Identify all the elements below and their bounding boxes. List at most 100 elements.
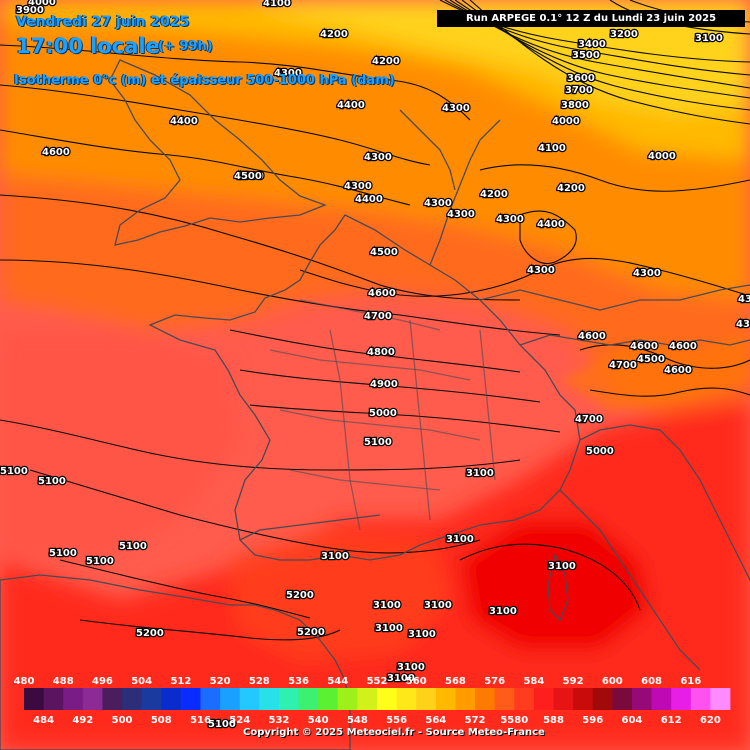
contour-label: 4500 (637, 354, 665, 365)
legend-label: 500 (112, 715, 133, 726)
contour-label: 3100 (424, 600, 452, 611)
contour-label: 3200 (610, 29, 638, 40)
legend-swatch (475, 688, 496, 710)
legend-label: 616 (680, 676, 701, 687)
contour-label: 3100 (446, 534, 474, 545)
contour-label: 4300 (364, 152, 392, 163)
contour-label: 4600 (669, 341, 697, 352)
contour-label: 4300 (738, 294, 750, 305)
contour-label: 5100 (38, 476, 66, 487)
contour-label: 4200 (320, 29, 348, 40)
contour-label: 4800 (367, 347, 395, 358)
contour-label: 4600 (42, 147, 70, 158)
contour-label: 5100 (49, 548, 77, 559)
legend-label: 552 (367, 676, 388, 687)
legend-swatch (377, 688, 398, 710)
contour-label: 4300 (447, 209, 475, 220)
legend-swatch (318, 688, 339, 710)
contour-label: 5100 (86, 556, 114, 567)
legend-label: 588 (543, 715, 564, 726)
legend-swatch (396, 688, 417, 710)
contour-label: 4200 (480, 189, 508, 200)
contour-label: 4600 (630, 341, 658, 352)
forecast-lead-time: (+ 99h) (158, 39, 213, 54)
country-borders (0, 59, 750, 750)
legend-label: 516 (190, 715, 211, 726)
copyright-notice: Copyright © 2025 Meteociel.fr - Source M… (243, 727, 545, 738)
contour-label: 4300 (633, 268, 661, 279)
contour-label: 3100 (489, 606, 517, 617)
contour-label: 4600 (368, 288, 396, 299)
legend-label: 496 (92, 676, 113, 687)
legend-label: 568 (445, 676, 466, 687)
legend-label: 488 (53, 676, 74, 687)
legend-swatch (416, 688, 437, 710)
contour-label: 3100 (321, 551, 349, 562)
legend-swatch (180, 688, 201, 710)
forecast-date: Vendredi 27 juin 2025 (16, 14, 190, 30)
color-legend: 480 488 496 504 512 520 528 536 544 552 560 568 576 5… (14, 676, 731, 726)
model-run-banner: Run ARPEGE 0.1° 12 Z du Lundi 23 juin 20… (437, 10, 745, 27)
legend-label: 612 (661, 715, 682, 726)
legend-label: 540 (308, 715, 329, 726)
legend-label: 560 (406, 676, 427, 687)
contour-label: 5100 (119, 541, 147, 552)
legend-swatch (455, 688, 476, 710)
contour-label: 3100 (397, 662, 425, 673)
legend-bottom-labels: 484 492 500 508 516 524 532 540 548 556 564 572 5580… (33, 715, 721, 726)
legend-label: 576 (484, 676, 505, 687)
contour-label: 4400 (170, 116, 198, 127)
contour-label: 5000 (586, 446, 614, 457)
contour-label: 4700 (575, 414, 603, 425)
legend-swatch (43, 688, 64, 710)
contour-label: 3900 (16, 5, 44, 16)
legend-swatch (122, 688, 143, 710)
contour-label: 3100 (375, 623, 403, 634)
forecast-time: 17:00 locale (16, 34, 160, 58)
legend-swatch (710, 688, 731, 710)
legend-label: 524 (229, 715, 250, 726)
contour-label: 4400 (355, 194, 383, 205)
contour-label: 3100 (466, 468, 494, 479)
legend-label: 596 (582, 715, 603, 726)
contour-labels: 4100 4200 4200 4300 4400 4400 4600 4300 … (0, 0, 750, 731)
contour-label: 4300 (442, 103, 470, 114)
contour-label: 3100 (408, 629, 436, 640)
contour-label: 3500 (572, 50, 600, 61)
legend-label: 572 (465, 715, 486, 726)
legend-swatch (631, 688, 652, 710)
contour-label: 4900 (370, 379, 398, 390)
legend-swatch (102, 688, 123, 710)
contour-label: 4000 (648, 151, 676, 162)
contour-label: 4500 (370, 247, 398, 258)
legend-swatch (220, 688, 241, 710)
legend-label: 608 (641, 676, 662, 687)
contour-label: 3100 (387, 673, 415, 684)
legend-label: 564 (425, 715, 446, 726)
contour-label: 3100 (373, 600, 401, 611)
legend-swatch (671, 688, 692, 710)
legend-swatch (82, 688, 103, 710)
legend-swatch (494, 688, 515, 710)
legend-swatch (161, 688, 182, 710)
legend-label: 532 (269, 715, 290, 726)
legend-label: 548 (347, 715, 368, 726)
legend-swatch (533, 688, 554, 710)
legend-swatch (514, 688, 535, 710)
legend-swatch (651, 688, 672, 710)
legend-top-labels: 480 488 496 504 512 520 528 536 544 552 560 568 576 5… (14, 676, 702, 687)
contour-label: 4400 (337, 100, 365, 111)
legend-swatch (690, 688, 711, 710)
contour-label: 4600 (664, 365, 692, 376)
legend-swatches (24, 688, 731, 710)
contour-label: 4200 (557, 183, 585, 194)
contour-label: 5100 (364, 437, 392, 448)
legend-swatch (612, 688, 633, 710)
legend-swatch (435, 688, 456, 710)
legend-label: 544 (327, 676, 348, 687)
legend-label: 5580 (500, 715, 528, 726)
legend-swatch (573, 688, 594, 710)
legend-swatch (141, 688, 162, 710)
contour-label: 3800 (561, 100, 589, 111)
contour-label: 4300 (736, 319, 750, 330)
